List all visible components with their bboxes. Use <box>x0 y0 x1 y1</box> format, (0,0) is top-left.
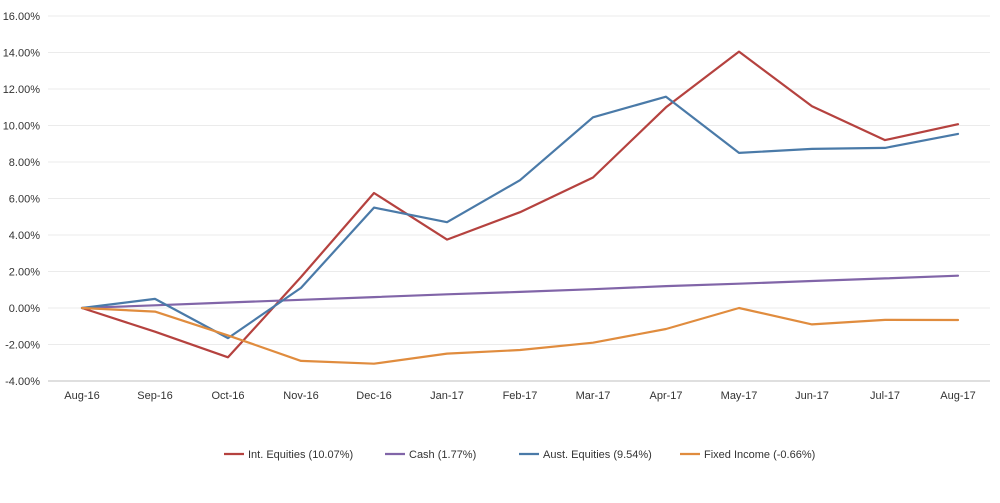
x-tick-label: Feb-17 <box>503 390 538 402</box>
y-tick-label: 6.00% <box>9 194 40 206</box>
y-tick-label: 16.00% <box>3 11 41 23</box>
x-tick-label: Jul-17 <box>870 390 900 402</box>
y-tick-label: 8.00% <box>9 157 40 169</box>
series-line-0 <box>80 50 960 359</box>
y-tick-label: -4.00% <box>5 376 40 388</box>
y-tick-label: 12.00% <box>3 84 41 96</box>
y-tick-label: 14.00% <box>3 48 41 60</box>
x-tick-label: Sep-16 <box>137 390 172 402</box>
x-tick-label: Mar-17 <box>576 390 611 402</box>
legend: Int. Equities (10.07%) Cash (1.77%) Aust. … <box>224 449 815 461</box>
gridlines <box>48 15 990 382</box>
x-tick-label: May-17 <box>721 390 758 402</box>
x-tick-label: Nov-16 <box>283 390 318 402</box>
legend-label: Aust. Equities (9.54%) <box>543 449 652 461</box>
series-line-2 <box>80 95 960 340</box>
x-tick-label: Oct-16 <box>211 390 244 402</box>
x-tick-label: Jan-17 <box>430 390 464 402</box>
legend-item: Cash (1.77%) <box>385 449 476 461</box>
legend-item: Int. Equities (10.07%) <box>224 449 353 461</box>
series-lines <box>80 50 960 365</box>
y-axis-tick-labels: 16.00% 14.00% 12.00% 10.00% 8.00% 6.00% 4.00% 2… <box>3 11 41 388</box>
series-line-1 <box>80 274 960 310</box>
y-tick-label: 2.00% <box>9 267 40 279</box>
legend-item: Fixed Income (-0.66%) <box>680 449 815 461</box>
x-axis-tick-labels: Aug-16 Sep-16 Oct-16 Nov-16 Dec-16 Jan-17 Feb-… <box>64 390 975 402</box>
legend-item: Aust. Equities (9.54%) <box>519 449 652 461</box>
x-tick-label: Apr-17 <box>649 390 682 402</box>
legend-label: Int. Equities (10.07%) <box>248 449 353 461</box>
legend-label: Fixed Income (-0.66%) <box>704 449 815 461</box>
legend-label: Cash (1.77%) <box>409 449 476 461</box>
x-tick-label: Aug-16 <box>64 390 99 402</box>
y-tick-label: 0.00% <box>9 303 40 315</box>
x-tick-label: Dec-16 <box>356 390 391 402</box>
x-tick-label: Jun-17 <box>795 390 829 402</box>
y-tick-label: -2.00% <box>5 340 40 352</box>
x-tick-label: Aug-17 <box>940 390 975 402</box>
series-line-3 <box>80 306 960 365</box>
y-tick-label: 4.00% <box>9 230 40 242</box>
y-tick-label: 10.00% <box>3 121 41 133</box>
